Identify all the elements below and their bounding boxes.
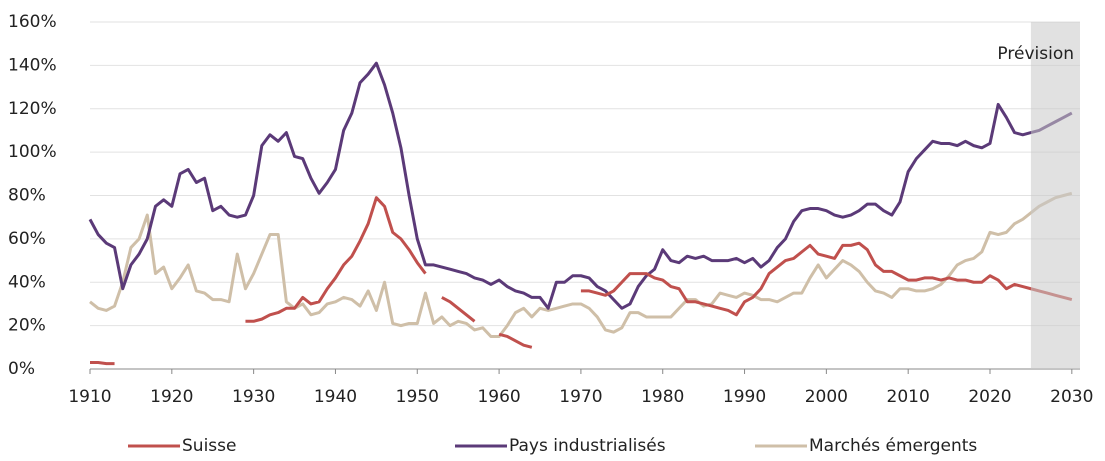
- x-tick-label: 1990: [723, 387, 766, 407]
- x-tick-label: 1920: [150, 387, 193, 407]
- series-line: [89, 191, 1073, 338]
- x-tick-label: 1970: [559, 387, 602, 407]
- y-tick-label: 120%: [8, 99, 57, 119]
- legend-label: Suisse: [182, 436, 236, 456]
- y-tick-label: 0%: [8, 359, 35, 379]
- y-tick-label: 60%: [8, 229, 46, 249]
- x-tick-label: 1950: [396, 387, 439, 407]
- y-tick-label: 20%: [8, 316, 46, 336]
- x-tick-label: 2010: [887, 387, 930, 407]
- x-tick-label: 1980: [641, 387, 684, 407]
- x-tick-label: 1940: [314, 387, 357, 407]
- annotation: Prévision: [997, 44, 1074, 64]
- x-tick-label: 1930: [232, 387, 275, 407]
- y-tick-label: 100%: [8, 142, 57, 162]
- forecast-shade: [1030, 22, 1080, 369]
- y-tick-label: 160%: [8, 12, 57, 32]
- series-line: [88, 61, 1073, 310]
- legend-label: Pays industrialisés: [509, 436, 666, 456]
- x-tick-label: 2030: [1050, 387, 1093, 407]
- y-tick-label: 80%: [8, 186, 46, 206]
- x-tick-label: 1960: [477, 387, 520, 407]
- series-line: [90, 196, 1073, 366]
- legend-label: Marchés émergents: [809, 436, 977, 456]
- x-tick-label: 1910: [68, 387, 111, 407]
- y-tick-label: 40%: [8, 272, 46, 292]
- y-tick-label: 140%: [8, 55, 57, 75]
- x-tick-label: 2020: [968, 387, 1011, 407]
- x-tick-label: 2000: [805, 387, 848, 407]
